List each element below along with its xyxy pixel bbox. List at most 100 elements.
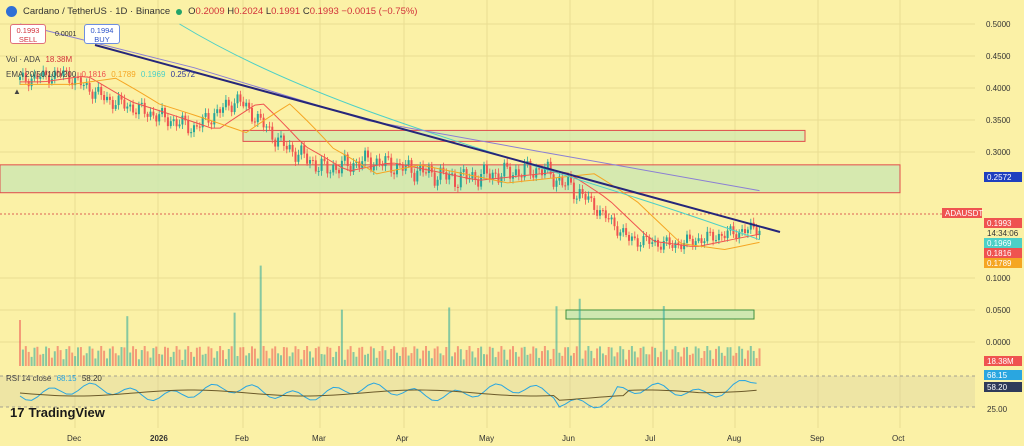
candle — [662, 241, 665, 250]
y-tick-label: 0.4500 — [986, 52, 1011, 61]
volume-bar — [352, 352, 355, 366]
candle — [204, 113, 207, 117]
candle — [68, 71, 71, 83]
volume-bar — [657, 357, 659, 366]
candle — [166, 117, 169, 127]
volume-bar — [561, 355, 564, 366]
volume-bar — [65, 349, 68, 366]
candle — [488, 173, 491, 180]
price-tag-bg — [984, 258, 1022, 268]
volume-bar — [451, 356, 454, 366]
candle — [549, 161, 552, 175]
candle — [677, 242, 680, 245]
candle — [143, 102, 146, 114]
candle — [715, 240, 717, 242]
candle — [288, 144, 291, 150]
symbol-title[interactable]: Cardano / TetherUS · 1D · Binance — [23, 6, 171, 17]
volume-bar — [512, 346, 514, 366]
candle — [503, 162, 506, 177]
rsi-label: RSI 14 close — [6, 374, 52, 383]
rsi-ma-line — [19, 389, 757, 401]
candle — [416, 170, 419, 182]
candle — [456, 186, 459, 188]
candle — [372, 165, 375, 171]
volume-bar — [758, 348, 761, 366]
volume-bar — [584, 350, 587, 366]
volume-bar — [59, 350, 62, 366]
candle — [436, 179, 439, 186]
volume-bar — [709, 350, 712, 366]
volume-bar — [651, 346, 654, 366]
candle — [726, 230, 729, 239]
candle — [462, 169, 465, 172]
candle — [674, 242, 677, 248]
volume-bar — [425, 346, 427, 366]
candle — [340, 160, 343, 174]
volume-bar — [175, 346, 178, 366]
volume-legend[interactable]: Vol · ADA 18.38M — [6, 55, 75, 64]
volume-bar — [79, 347, 82, 366]
candle — [645, 236, 648, 238]
volume-bar — [210, 348, 213, 366]
ema50-line — [20, 77, 760, 251]
volume-bar — [56, 346, 59, 366]
candle — [42, 70, 45, 77]
tradingview-logo[interactable]: 17 TradingView — [10, 405, 105, 420]
candle — [271, 126, 274, 140]
candle — [187, 120, 190, 134]
volume-bar — [375, 357, 378, 366]
volume-bar — [578, 298, 581, 366]
volume-bar — [607, 346, 610, 366]
collapse-chevron-icon[interactable]: ▲ — [13, 87, 21, 96]
volume-bar — [717, 346, 720, 366]
volume-bar — [103, 350, 106, 366]
candle — [517, 169, 520, 177]
volume-bar — [564, 347, 567, 366]
price-tag-label: 25.00 — [987, 405, 1008, 414]
price-tag-label: 0.2572 — [987, 173, 1012, 182]
candle — [700, 238, 703, 243]
volume-bar — [514, 352, 517, 366]
rsi-legend[interactable]: RSI 14 close 68.15 58.20 — [6, 374, 105, 383]
candle — [758, 230, 761, 236]
volume-bar — [303, 350, 306, 366]
volume-bar — [645, 354, 648, 366]
candle — [584, 193, 587, 200]
ema-legend[interactable]: EMA 20/50/100/200 0.1816 0.1789 0.1969 0… — [6, 70, 198, 79]
candle — [604, 210, 607, 219]
candle — [543, 168, 546, 176]
price-tag-bg — [984, 356, 1022, 366]
candle — [430, 165, 433, 173]
buy-button[interactable]: 0.1994 BUY — [84, 24, 120, 44]
volume-bar — [410, 353, 413, 366]
candle — [723, 235, 726, 239]
candle — [651, 242, 654, 244]
volume-bar — [338, 346, 340, 366]
volume-bar — [204, 353, 207, 366]
candle — [114, 105, 117, 109]
volume-bar — [74, 356, 77, 366]
candle — [439, 167, 442, 180]
candle — [555, 180, 558, 187]
volume-bar — [526, 354, 529, 366]
candle — [483, 164, 485, 175]
candle — [111, 99, 114, 109]
volume-bar — [633, 351, 636, 366]
volume-bar — [506, 359, 509, 366]
volume-bar — [532, 346, 535, 366]
candle — [227, 99, 230, 106]
volume-bar — [549, 358, 552, 366]
candle — [448, 173, 451, 180]
candle — [21, 72, 24, 77]
volume-bar — [248, 353, 251, 366]
volume-bar — [271, 348, 274, 366]
volume-bar — [33, 347, 36, 366]
volume-bar — [735, 352, 738, 366]
volume-bar — [166, 347, 169, 366]
volume-bar — [300, 359, 303, 366]
volume-bar — [230, 346, 233, 366]
volume-bar — [42, 353, 45, 366]
candle — [648, 237, 651, 244]
sell-button[interactable]: 0.1993 SELL — [10, 24, 46, 44]
